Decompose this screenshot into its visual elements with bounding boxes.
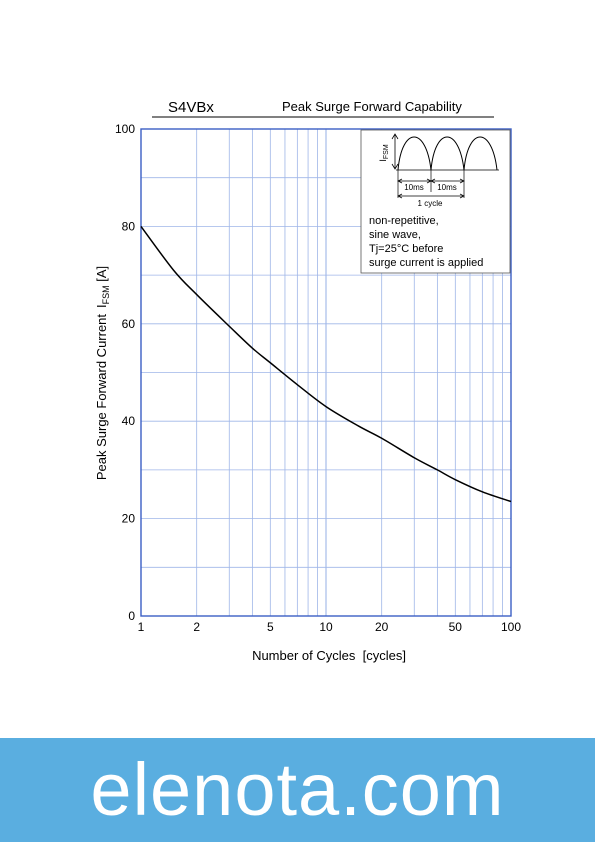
watermark-text: elenota.com <box>90 748 505 831</box>
watermark-banner: elenota.com <box>0 738 595 842</box>
y-tick-label: 40 <box>122 414 136 428</box>
inset-note-4: surge current is applied <box>369 257 483 269</box>
part-number: S4VBx <box>168 99 214 116</box>
x-tick-label: 1 <box>138 620 145 634</box>
inset-note-1: non-repetitive, <box>369 215 439 227</box>
y-tick-label: 60 <box>122 317 136 331</box>
inset-note-3: Tj=25°C before <box>369 243 443 255</box>
inset-ifsm-symbol: I <box>378 159 388 162</box>
ifsm-arrowheads <box>391 133 399 170</box>
inset-ifsm-label: IFSM <box>378 144 390 161</box>
tick-labels: 1 2 5 10 20 50 100 0 20 40 60 80 100 <box>115 122 521 634</box>
y-tick-label: 80 <box>122 219 136 233</box>
y-axis-label-symbol: I <box>94 304 109 308</box>
x-tick-label: 2 <box>193 620 200 634</box>
x-tick-label: 100 <box>501 620 521 634</box>
cycle-arrowheads <box>397 193 465 199</box>
y-tick-label: 0 <box>128 609 135 623</box>
period-arrowheads <box>397 178 465 184</box>
sine-waveform <box>397 136 498 171</box>
y-axis-label-subscript: FSM <box>101 285 111 304</box>
y-tick-label: 100 <box>115 122 135 136</box>
series-line <box>140 225 512 503</box>
inset-ifsm-subscript: FSM <box>383 144 390 159</box>
x-axis-label: Number of Cycles [cycles] <box>252 648 406 663</box>
y-axis-label-unit: [A] <box>94 266 109 286</box>
y-axis-label: Peak Surge Forward Current IFSM [A] <box>94 266 111 480</box>
x-tick-label: 50 <box>449 620 463 634</box>
inset-box: IFSM 10ms 10ms 1 cycle non-repetitive, s… <box>360 129 511 274</box>
x-tick-label: 20 <box>375 620 389 634</box>
plot-frame <box>140 128 512 617</box>
chart-title: Peak Surge Forward Capability <box>282 99 462 114</box>
inset-10ms-a: 10ms <box>404 183 424 192</box>
y-axis-label-main: Peak Surge Forward Current <box>94 314 109 481</box>
inset-10ms-b: 10ms <box>437 183 457 192</box>
y-tick-label: 20 <box>122 512 136 526</box>
x-tick-label: 10 <box>319 620 333 634</box>
inset-note-2: sine wave, <box>369 229 421 241</box>
inset-cycle-label: 1 cycle <box>418 199 443 208</box>
x-tick-label: 5 <box>267 620 274 634</box>
